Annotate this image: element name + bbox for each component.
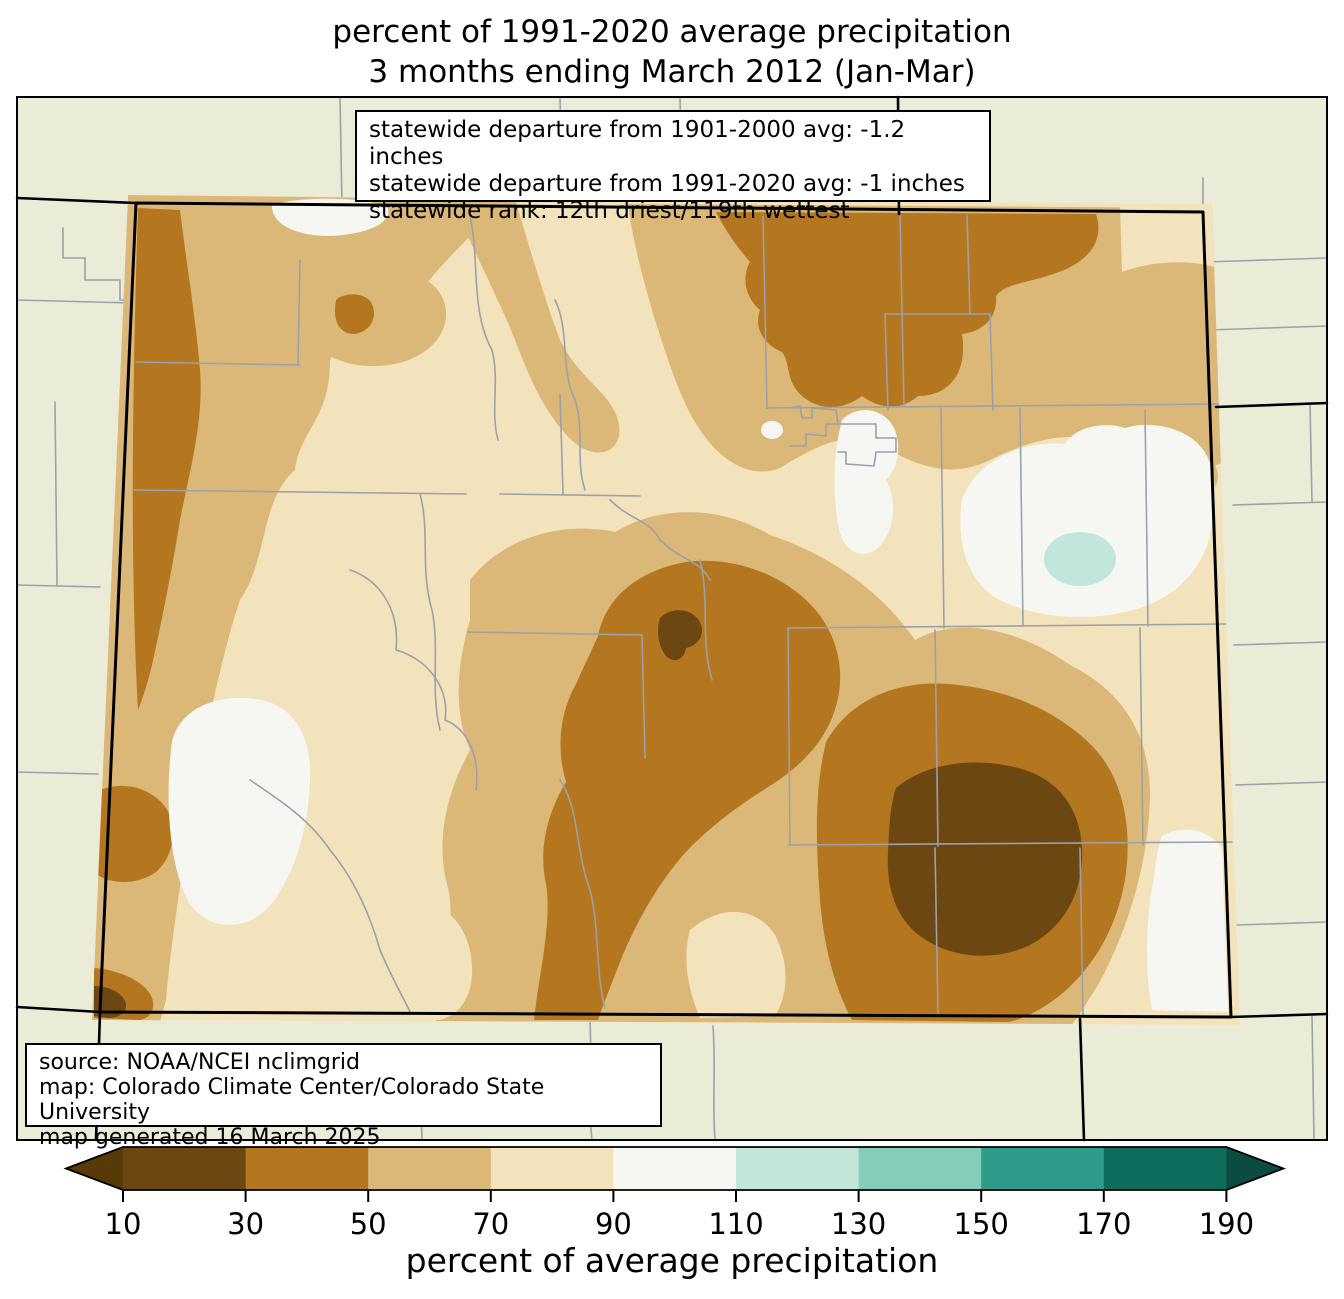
colorbar-segment bbox=[858, 1147, 982, 1190]
source-box: source: NOAA/NCEI nclimgrid map: Colorad… bbox=[25, 1043, 662, 1150]
colorbar-tick-label: 10 bbox=[105, 1207, 142, 1241]
colorbar-segment bbox=[490, 1147, 614, 1190]
colorado-county-lines bbox=[133, 214, 1233, 1016]
contour-region-110-130 bbox=[1044, 532, 1116, 586]
colorbar-segment bbox=[123, 1147, 247, 1190]
colorbar-tick-label: 110 bbox=[708, 1207, 763, 1241]
colorbar: 10 30 50 70 90 110 130 150 170 190 bbox=[63, 1146, 1286, 1241]
colorbar-segment bbox=[1103, 1147, 1227, 1190]
source-line-1: source: NOAA/NCEI nclimgrid bbox=[39, 1050, 360, 1075]
stats-box: statewide departure from 1901-2000 avg: … bbox=[355, 110, 991, 224]
contour-regions-90-110 bbox=[168, 198, 1228, 1012]
colorbar-over-arrow bbox=[1226, 1147, 1284, 1190]
source-line-3: map generated 16 March 2025 bbox=[39, 1125, 381, 1150]
colorbar-tick-label: 170 bbox=[1076, 1207, 1131, 1241]
colorbar-segment bbox=[613, 1147, 737, 1190]
colorbar-tick-label: 70 bbox=[472, 1207, 509, 1241]
page-title: percent of 1991-2020 average precipitati… bbox=[0, 12, 1344, 92]
stats-line-1: statewide departure from 1901-2000 avg: … bbox=[369, 117, 906, 170]
colorbar-segment bbox=[981, 1147, 1105, 1190]
colorbar-tick-label: 50 bbox=[350, 1207, 387, 1241]
plot-frame bbox=[16, 96, 1328, 1141]
colorbar-tick-label: 130 bbox=[831, 1207, 886, 1241]
contour-regions-30-50 bbox=[94, 208, 1128, 1022]
colorbar-tick-label: 30 bbox=[227, 1207, 264, 1241]
colorbar-segment bbox=[245, 1147, 369, 1190]
stats-line-2: statewide departure from 1991-2020 avg: … bbox=[369, 171, 965, 197]
colorbar-tick-label: 190 bbox=[1199, 1207, 1254, 1241]
title-line-2: 3 months ending March 2012 (Jan-Mar) bbox=[368, 54, 976, 90]
stats-line-3: statewide rank: 12th driest/119th wettes… bbox=[369, 198, 850, 224]
colorado-state-border bbox=[98, 201, 1233, 1019]
colorbar-axis-label: percent of average precipitation bbox=[406, 1241, 939, 1280]
colorbar-segment bbox=[736, 1147, 860, 1190]
contour-fills bbox=[92, 195, 1240, 1025]
colorbar-segment bbox=[368, 1147, 492, 1190]
source-line-2: map: Colorado Climate Center/Colorado St… bbox=[39, 1075, 545, 1125]
contour-patches-70-90 bbox=[415, 206, 1219, 1020]
colorbar-under-arrow bbox=[66, 1147, 123, 1190]
colorbar-tick-label: 90 bbox=[595, 1207, 632, 1241]
colorbar-tick-label: 150 bbox=[954, 1207, 1009, 1241]
title-line-1: percent of 1991-2020 average precipitati… bbox=[332, 14, 1012, 50]
